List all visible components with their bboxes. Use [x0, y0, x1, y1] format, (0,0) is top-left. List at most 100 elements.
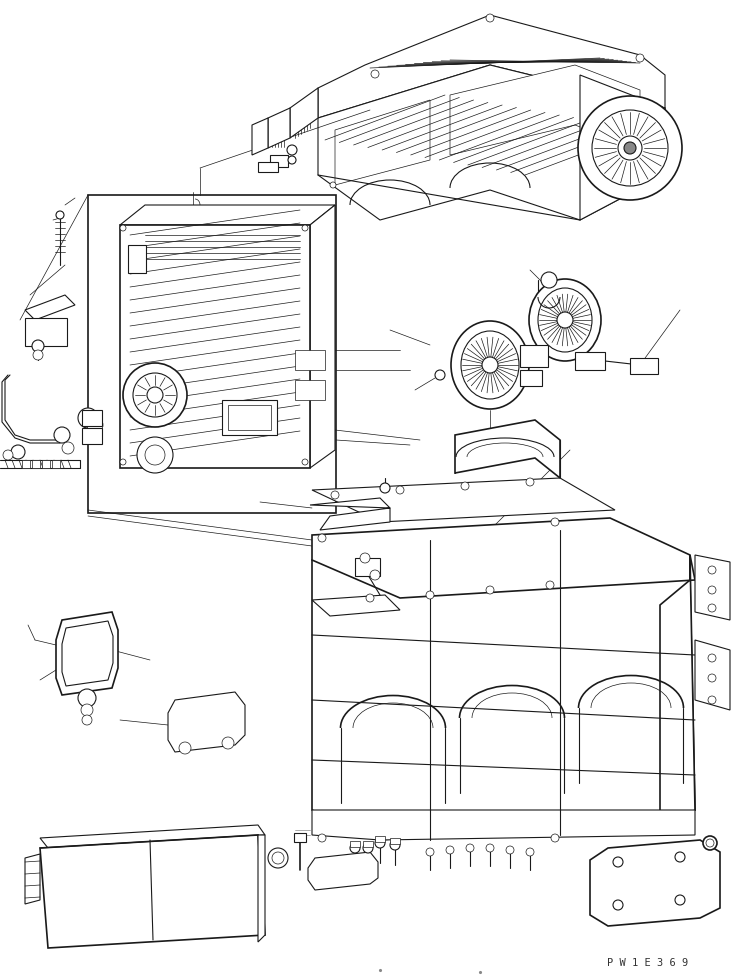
Circle shape [82, 715, 92, 725]
Bar [355, 558, 380, 576]
Circle shape [302, 459, 308, 465]
Circle shape [624, 142, 636, 154]
Circle shape [390, 840, 400, 850]
Circle shape [708, 674, 716, 682]
Circle shape [446, 846, 454, 854]
Ellipse shape [529, 279, 601, 361]
Polygon shape [268, 108, 290, 148]
Bar [575, 352, 605, 370]
Circle shape [179, 742, 191, 754]
Circle shape [350, 843, 360, 853]
Polygon shape [290, 88, 318, 138]
Circle shape [137, 437, 173, 473]
Bar [88, 195, 336, 513]
Bar [270, 155, 288, 167]
Bar [32, 460, 40, 468]
Circle shape [708, 654, 716, 662]
Circle shape [123, 363, 187, 427]
Bar [128, 245, 146, 273]
Circle shape [330, 182, 336, 188]
Circle shape [675, 852, 685, 862]
Bar [52, 460, 60, 468]
Polygon shape [695, 640, 730, 710]
Polygon shape [258, 835, 265, 942]
Circle shape [506, 846, 514, 854]
Circle shape [708, 586, 716, 594]
Circle shape [363, 843, 373, 853]
Circle shape [268, 848, 288, 868]
Bar [228, 405, 271, 430]
Circle shape [380, 483, 390, 493]
Circle shape [708, 604, 716, 612]
Circle shape [145, 445, 165, 465]
Circle shape [526, 478, 534, 486]
Circle shape [120, 225, 126, 231]
Circle shape [11, 445, 25, 459]
Polygon shape [312, 810, 695, 840]
Circle shape [33, 350, 43, 360]
Circle shape [541, 272, 557, 288]
Bar [295, 380, 325, 400]
Polygon shape [312, 595, 400, 616]
Circle shape [551, 518, 559, 526]
Polygon shape [310, 205, 335, 468]
Bar [350, 841, 360, 847]
Circle shape [133, 373, 177, 417]
Circle shape [272, 852, 284, 864]
Circle shape [87, 417, 103, 433]
Polygon shape [40, 825, 265, 848]
Circle shape [370, 570, 380, 580]
Bar [520, 370, 542, 386]
Bar [520, 345, 548, 367]
Circle shape [613, 900, 623, 910]
Circle shape [482, 357, 498, 373]
Polygon shape [62, 621, 113, 686]
Bar [82, 428, 102, 444]
Bar [222, 400, 277, 435]
Bar [42, 460, 50, 468]
Circle shape [360, 553, 370, 563]
Circle shape [703, 836, 717, 850]
Circle shape [592, 110, 668, 186]
Bar [375, 836, 385, 842]
Circle shape [54, 427, 70, 443]
Circle shape [81, 704, 93, 716]
Circle shape [371, 70, 379, 78]
Polygon shape [25, 295, 75, 320]
Circle shape [486, 586, 494, 594]
Circle shape [618, 136, 642, 160]
Circle shape [56, 211, 64, 219]
Bar [630, 358, 658, 374]
Circle shape [426, 848, 434, 856]
Circle shape [435, 370, 445, 380]
Bar [82, 410, 102, 426]
Circle shape [708, 566, 716, 574]
Circle shape [147, 387, 163, 403]
Polygon shape [40, 835, 265, 948]
Polygon shape [312, 518, 695, 598]
Ellipse shape [451, 321, 529, 409]
Polygon shape [252, 118, 268, 155]
Polygon shape [308, 852, 378, 890]
Ellipse shape [461, 331, 519, 399]
Polygon shape [120, 225, 310, 468]
Polygon shape [660, 555, 695, 835]
Polygon shape [318, 65, 665, 220]
Circle shape [708, 696, 716, 704]
Circle shape [318, 534, 326, 542]
Circle shape [557, 312, 573, 328]
Circle shape [318, 834, 326, 842]
Bar [258, 162, 278, 172]
Bar [25, 318, 67, 346]
Polygon shape [580, 75, 665, 220]
Circle shape [396, 486, 404, 494]
Text: P W 1 E 3 6 9: P W 1 E 3 6 9 [607, 958, 689, 968]
Polygon shape [318, 15, 665, 118]
Ellipse shape [538, 288, 592, 352]
Circle shape [466, 844, 474, 852]
Circle shape [287, 145, 297, 155]
Circle shape [3, 450, 13, 460]
Polygon shape [312, 560, 695, 840]
Circle shape [578, 96, 682, 200]
Circle shape [62, 442, 74, 454]
